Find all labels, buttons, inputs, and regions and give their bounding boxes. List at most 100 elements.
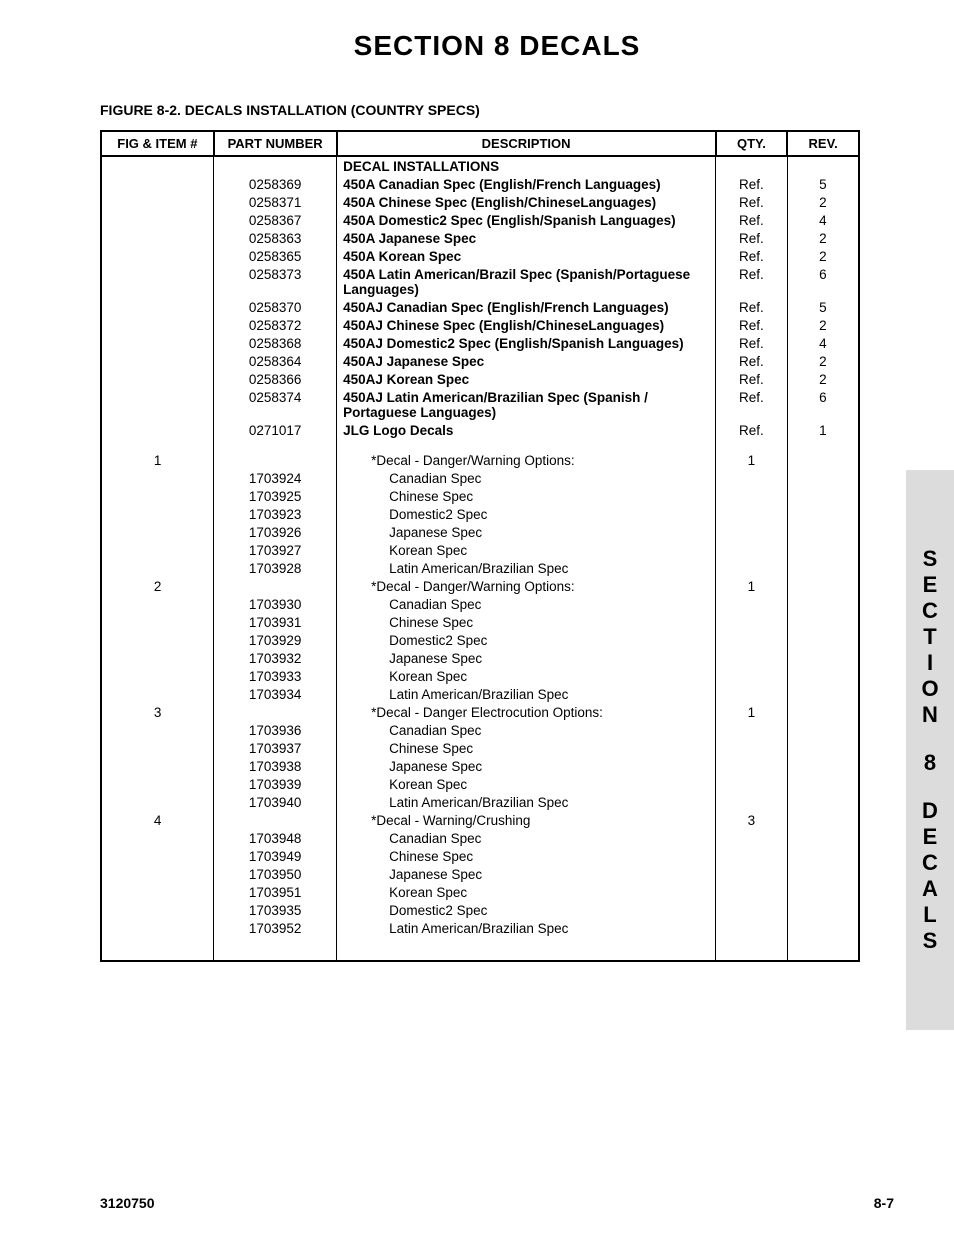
cell-fig bbox=[101, 595, 214, 613]
cell-fig bbox=[101, 421, 214, 439]
side-tab-char: A bbox=[922, 876, 938, 902]
side-tab-char: C bbox=[922, 598, 938, 624]
table-row: 1703923Domestic2 Spec bbox=[101, 505, 859, 523]
cell-desc: *Decal - Warning/Crushing bbox=[337, 811, 716, 829]
side-tab-char: T bbox=[923, 624, 936, 650]
cell-qty: Ref. bbox=[716, 247, 788, 265]
cell-rev bbox=[787, 541, 859, 559]
cell-rev bbox=[787, 775, 859, 793]
table-row: 4*Decal - Warning/Crushing3 bbox=[101, 811, 859, 829]
table-row: 1703930Canadian Spec bbox=[101, 595, 859, 613]
cell-part: 1703939 bbox=[214, 775, 337, 793]
footer-page-number: 8-7 bbox=[874, 1195, 894, 1211]
cell-desc: 450A Latin American/Brazil Spec (Spanish… bbox=[337, 265, 716, 298]
table-row: 1703952Latin American/Brazilian Spec bbox=[101, 919, 859, 937]
cell-desc: 450AJ Chinese Spec (English/ChineseLangu… bbox=[337, 316, 716, 334]
cell-rev bbox=[787, 703, 859, 721]
cell-part: 1703949 bbox=[214, 847, 337, 865]
cell-rev bbox=[787, 829, 859, 847]
cell-desc: Chinese Spec bbox=[337, 847, 716, 865]
cell-qty bbox=[716, 883, 788, 901]
cell-qty: Ref. bbox=[716, 193, 788, 211]
cell-rev: 6 bbox=[787, 265, 859, 298]
cell-rev: 2 bbox=[787, 193, 859, 211]
table-row: 1703939Korean Spec bbox=[101, 775, 859, 793]
cell-part bbox=[214, 811, 337, 829]
figure-title: FIGURE 8-2. DECALS INSTALLATION (COUNTRY… bbox=[100, 102, 894, 118]
section-title: SECTION 8 DECALS bbox=[100, 30, 894, 62]
cell-part: 0258371 bbox=[214, 193, 337, 211]
table-row: 0258367450A Domestic2 Spec (English/Span… bbox=[101, 211, 859, 229]
table-row: 1703928Latin American/Brazilian Spec bbox=[101, 559, 859, 577]
cell-qty: Ref. bbox=[716, 370, 788, 388]
cell-fig bbox=[101, 211, 214, 229]
cell-qty bbox=[716, 919, 788, 937]
cell-rev: 4 bbox=[787, 211, 859, 229]
cell-fig bbox=[101, 352, 214, 370]
col-qty: QTY. bbox=[716, 131, 788, 156]
cell-qty bbox=[716, 649, 788, 667]
side-tab-char: D bbox=[922, 798, 938, 824]
cell-part: 1703931 bbox=[214, 613, 337, 631]
cell-qty: 1 bbox=[716, 451, 788, 469]
col-rev: REV. bbox=[787, 131, 859, 156]
cell-desc: Japanese Spec bbox=[337, 865, 716, 883]
cell-part: 0271017 bbox=[214, 421, 337, 439]
table-row: 1703927Korean Spec bbox=[101, 541, 859, 559]
cell-rev bbox=[787, 739, 859, 757]
table-row: 1703940Latin American/Brazilian Spec bbox=[101, 793, 859, 811]
cell-qty: Ref. bbox=[716, 316, 788, 334]
cell-desc: Canadian Spec bbox=[337, 469, 716, 487]
cell-rev: 5 bbox=[787, 298, 859, 316]
cell-qty bbox=[716, 613, 788, 631]
cell-fig bbox=[101, 829, 214, 847]
cell-part: 1703930 bbox=[214, 595, 337, 613]
cell-qty: Ref. bbox=[716, 229, 788, 247]
cell-qty bbox=[716, 523, 788, 541]
side-tab-char: O bbox=[921, 676, 938, 702]
cell-rev bbox=[787, 811, 859, 829]
cell-qty bbox=[716, 685, 788, 703]
cell-qty: Ref. bbox=[716, 265, 788, 298]
cell-part: 1703934 bbox=[214, 685, 337, 703]
table-row: 1703929Domestic2 Spec bbox=[101, 631, 859, 649]
section-side-tab: SECTION8DECALS bbox=[906, 470, 954, 1030]
cell-part: 1703938 bbox=[214, 757, 337, 775]
cell-desc: 450A Chinese Spec (English/ChineseLangua… bbox=[337, 193, 716, 211]
cell-qty bbox=[716, 559, 788, 577]
side-tab-char: E bbox=[923, 572, 938, 598]
col-desc: DESCRIPTION bbox=[337, 131, 716, 156]
cell-fig bbox=[101, 175, 214, 193]
cell-part bbox=[214, 156, 337, 175]
cell-rev bbox=[787, 613, 859, 631]
cell-qty bbox=[716, 721, 788, 739]
cell-fig bbox=[101, 613, 214, 631]
table-row: 3*Decal - Danger Electrocution Options:1 bbox=[101, 703, 859, 721]
table-row: 1703936Canadian Spec bbox=[101, 721, 859, 739]
cell-part: 0258372 bbox=[214, 316, 337, 334]
cell-part: 1703924 bbox=[214, 469, 337, 487]
cell-fig bbox=[101, 316, 214, 334]
cell-qty: Ref. bbox=[716, 388, 788, 421]
cell-desc: 450AJ Domestic2 Spec (English/Spanish La… bbox=[337, 334, 716, 352]
cell-qty bbox=[716, 901, 788, 919]
cell-desc: Domestic2 Spec bbox=[337, 901, 716, 919]
cell-fig bbox=[101, 901, 214, 919]
cell-fig: 2 bbox=[101, 577, 214, 595]
cell-part: 0258368 bbox=[214, 334, 337, 352]
cell-part: 1703927 bbox=[214, 541, 337, 559]
table-row: 1703951Korean Spec bbox=[101, 883, 859, 901]
cell-fig bbox=[101, 883, 214, 901]
cell-rev: 2 bbox=[787, 370, 859, 388]
cell-desc: Domestic2 Spec bbox=[337, 631, 716, 649]
side-tab-char: L bbox=[923, 902, 936, 928]
cell-part: 1703932 bbox=[214, 649, 337, 667]
cell-qty bbox=[716, 757, 788, 775]
cell-fig bbox=[101, 667, 214, 685]
cell-fig bbox=[101, 265, 214, 298]
table-row: 0258368450AJ Domestic2 Spec (English/Spa… bbox=[101, 334, 859, 352]
cell-part: 0258373 bbox=[214, 265, 337, 298]
cell-fig bbox=[101, 559, 214, 577]
cell-fig bbox=[101, 721, 214, 739]
cell-fig bbox=[101, 469, 214, 487]
